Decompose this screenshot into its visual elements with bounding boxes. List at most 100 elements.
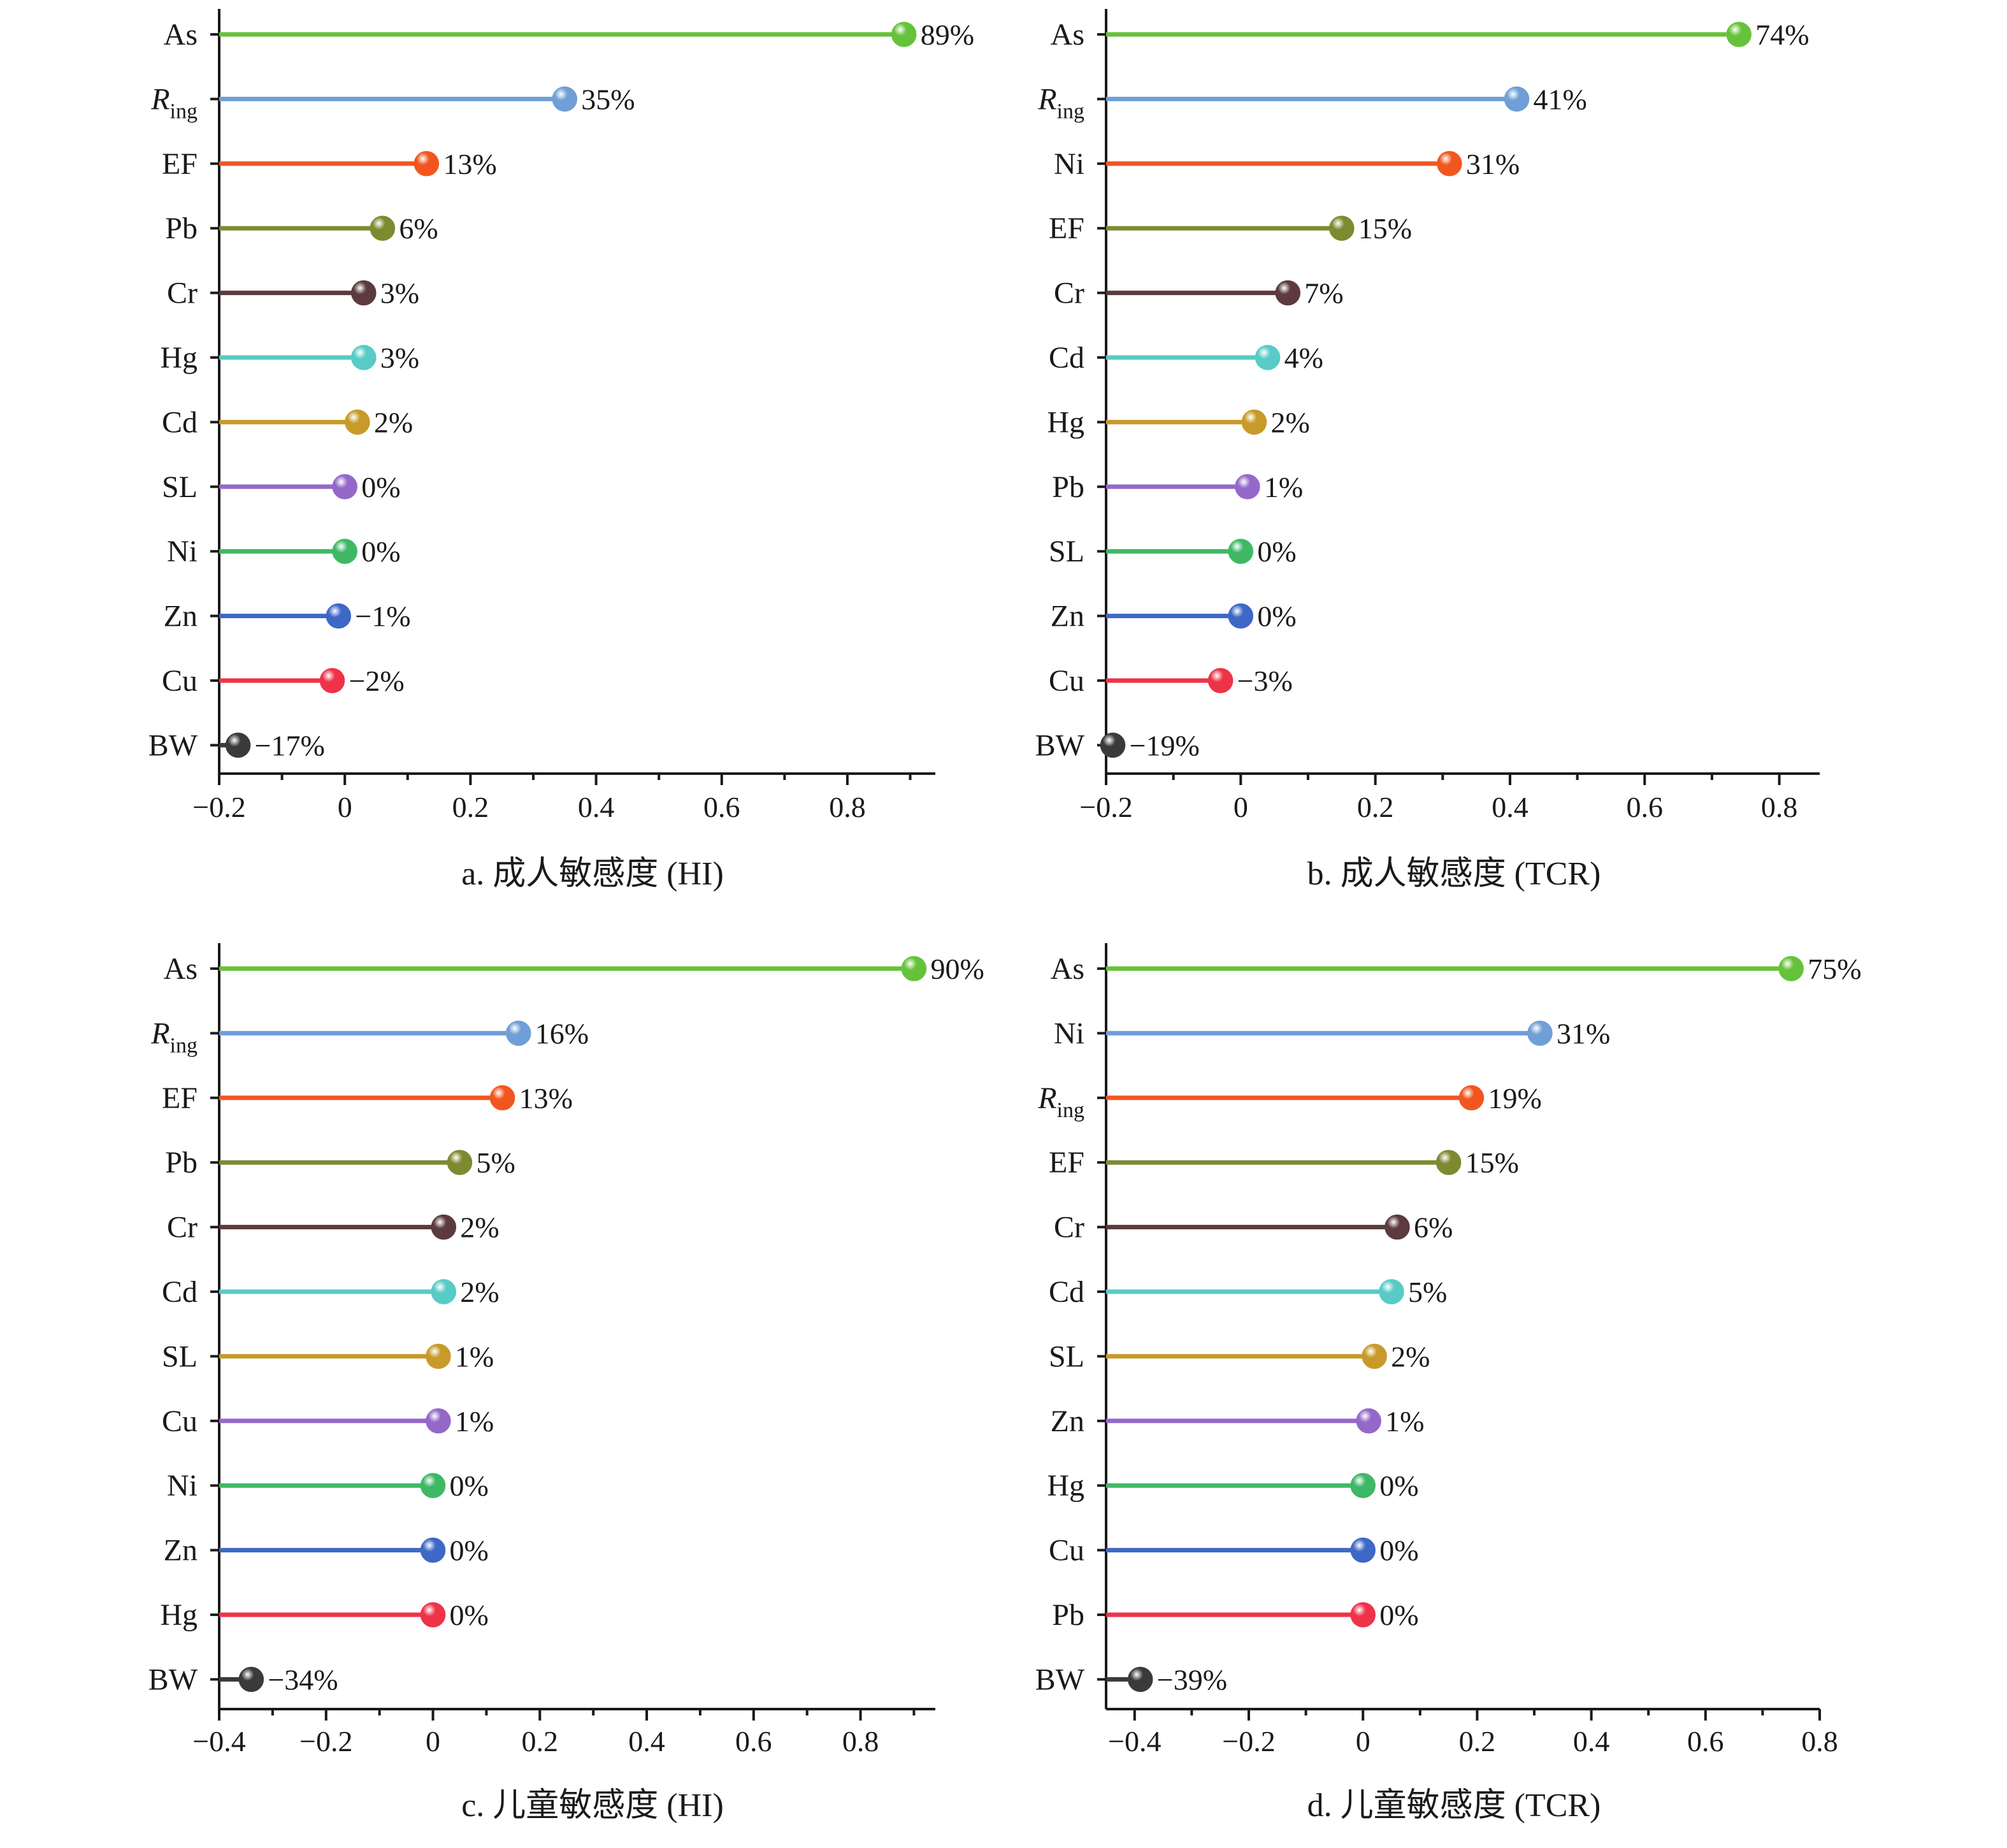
x-tick-label: 0.8 xyxy=(1801,1725,1838,1758)
x-tick-label: 0.2 xyxy=(522,1725,559,1758)
value-label: 2% xyxy=(1391,1340,1430,1373)
lollipop-point xyxy=(1207,668,1234,693)
category-label: EF xyxy=(1049,1146,1084,1180)
category-label: BW xyxy=(148,728,198,762)
value-label: 16% xyxy=(535,1017,589,1050)
lollipop-point xyxy=(1437,151,1462,177)
value-label: 0% xyxy=(1379,1534,1418,1567)
x-tick-label: −0.2 xyxy=(1079,791,1132,823)
value-label: −39% xyxy=(1157,1663,1227,1696)
lollipop-point xyxy=(1275,280,1301,306)
lollipop-point xyxy=(332,474,357,500)
value-label: 1% xyxy=(1264,471,1303,503)
panel-caption: c. 儿童敏感度 (HI) xyxy=(461,1787,724,1824)
category-label: Cd xyxy=(1049,341,1084,375)
x-tick-label: 0.2 xyxy=(1459,1725,1496,1758)
value-label: −2% xyxy=(349,665,404,697)
x-tick-label: 0 xyxy=(426,1725,440,1758)
lollipop-point xyxy=(505,1020,531,1046)
category-label: Hg xyxy=(160,1598,198,1632)
x-tick-label: 0.6 xyxy=(735,1725,772,1758)
value-label: 7% xyxy=(1304,277,1343,310)
panel-c-child-hi: −0.4 −0.2 0 0.2 0.4 0.6 0.8 As 90% Ring 16% EF 13% Pb… xyxy=(148,943,984,1824)
value-label: 31% xyxy=(1466,148,1520,180)
category-label: EF xyxy=(1049,212,1084,245)
x-tick-label: 0 xyxy=(1356,1725,1370,1758)
category-label: Ni xyxy=(167,535,198,568)
lollipop-point xyxy=(1435,1150,1462,1175)
value-label: 2% xyxy=(460,1211,499,1244)
x-tick-label: 0 xyxy=(338,791,352,823)
lollipop-point xyxy=(1241,409,1267,435)
lollipop-point xyxy=(1228,538,1254,564)
category-label: Pb xyxy=(1052,470,1084,504)
x-tick-label: 0.8 xyxy=(842,1725,879,1758)
lollipop-point xyxy=(1228,603,1254,629)
x-tick-label: 0.8 xyxy=(1761,791,1798,823)
x-tick-label: 0.4 xyxy=(1492,791,1529,823)
lollipop-point xyxy=(1350,1537,1376,1563)
value-label: 35% xyxy=(581,83,635,115)
category-label: As xyxy=(164,18,198,52)
lollipop-point xyxy=(1356,1408,1381,1434)
value-label: 0% xyxy=(361,471,400,503)
lollipop-point xyxy=(426,1408,451,1434)
category-label: Cr xyxy=(1054,1211,1084,1245)
category-label: BW xyxy=(1035,728,1085,762)
lollipop-point xyxy=(1350,1473,1376,1498)
category-label: Ring xyxy=(150,82,198,123)
panel-d-child-tcr: −0.4 −0.2 0 0.2 0.4 0.6 0.8 As 75% Ni 31% Ring 19% EF… xyxy=(1035,943,1862,1824)
category-label: Hg xyxy=(1047,1469,1084,1503)
panel-caption: b. 成人敏感度 (TCR) xyxy=(1307,856,1601,892)
category-label: SL xyxy=(162,470,198,504)
lollipop-point xyxy=(1255,345,1281,370)
lollipop-point xyxy=(1504,86,1530,112)
value-label: 5% xyxy=(1408,1276,1447,1308)
x-tick-label: 0.4 xyxy=(1573,1725,1610,1758)
value-label: 1% xyxy=(1385,1405,1424,1438)
lollipop-point xyxy=(1362,1343,1387,1369)
category-label: As xyxy=(164,952,198,986)
lollipop-point xyxy=(351,280,377,306)
lollipop-point xyxy=(1100,732,1126,758)
lollipop-point xyxy=(489,1085,515,1111)
value-label: 90% xyxy=(930,953,984,985)
value-label: −1% xyxy=(355,600,410,633)
category-label: Pb xyxy=(1052,1598,1084,1632)
category-label: SL xyxy=(1049,535,1084,568)
x-tick-label: −0.4 xyxy=(192,1725,245,1758)
value-label: 89% xyxy=(921,18,974,51)
lollipop-point xyxy=(447,1150,473,1175)
value-label: 15% xyxy=(1465,1146,1519,1179)
lollipop-point xyxy=(431,1214,457,1240)
category-label: Hg xyxy=(1047,405,1084,439)
value-label: 6% xyxy=(1414,1211,1453,1244)
category-label: Cu xyxy=(1049,1534,1084,1568)
lollipop-point xyxy=(1329,215,1355,241)
lollipop-point xyxy=(326,603,352,629)
lollipop-point xyxy=(1350,1602,1376,1628)
lollipop-point xyxy=(891,22,917,47)
value-label: 6% xyxy=(399,212,438,245)
x-tick-label: 0.6 xyxy=(703,791,740,823)
x-tick-label: 0.6 xyxy=(1687,1725,1724,1758)
lollipop-point xyxy=(225,732,251,758)
value-label: 5% xyxy=(476,1146,515,1179)
x-tick-label: 0.2 xyxy=(452,791,489,823)
lollipop-point xyxy=(420,1602,446,1628)
value-label: 0% xyxy=(1257,535,1296,568)
category-label: Zn xyxy=(1051,600,1084,633)
panel-caption: a. 成人敏感度 (HI) xyxy=(461,856,724,892)
lollipop-point xyxy=(426,1343,451,1369)
value-label: 0% xyxy=(1257,600,1296,633)
category-label: EF xyxy=(162,1081,198,1115)
lollipop-point xyxy=(420,1537,446,1563)
category-label: Cu xyxy=(162,664,198,698)
value-label: 0% xyxy=(361,535,400,568)
value-label: 2% xyxy=(374,406,413,438)
value-label: 0% xyxy=(450,1469,489,1502)
value-label: 2% xyxy=(460,1276,499,1308)
category-label: Pb xyxy=(165,212,198,245)
category-label: Zn xyxy=(164,600,198,633)
